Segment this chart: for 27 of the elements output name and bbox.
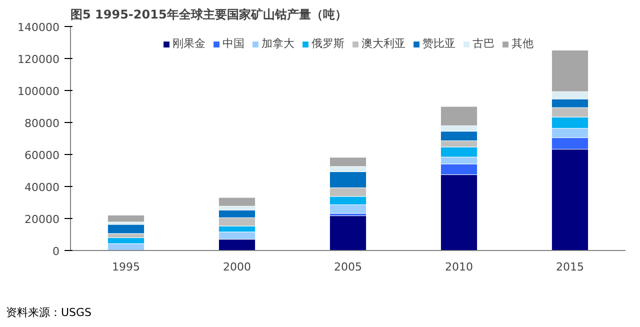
x-tick-label: 2015 bbox=[556, 260, 584, 274]
legend-label: 其他 bbox=[512, 36, 534, 51]
legend-label: 俄罗斯 bbox=[312, 36, 344, 51]
bar bbox=[107, 224, 145, 234]
bar bbox=[329, 216, 367, 250]
y-tick-label: 0 bbox=[52, 245, 60, 258]
x-tick-label: 2010 bbox=[445, 260, 474, 274]
legend-label: 赞比亚 bbox=[422, 36, 456, 51]
legend-label: 中国 bbox=[222, 36, 244, 51]
y-tick-label: 60000 bbox=[24, 149, 60, 162]
x-tick-label: 2005 bbox=[334, 260, 362, 274]
legend-label: 加拿大 bbox=[262, 36, 294, 51]
y-tick-label: 40000 bbox=[24, 181, 60, 194]
bar bbox=[218, 197, 256, 206]
y-tick-label: 120000 bbox=[18, 53, 60, 66]
y-tick-label: 140000 bbox=[18, 21, 60, 34]
y-tick-label: 80000 bbox=[24, 117, 60, 130]
x-tick-label: 2000 bbox=[223, 260, 252, 274]
legend-label: 古巴 bbox=[472, 36, 494, 51]
chart-title: 图5 1995-2015年全球主要国家矿山钴产量（吨） bbox=[70, 8, 347, 22]
legend-label: 澳大利亚 bbox=[362, 36, 406, 51]
bar bbox=[107, 214, 145, 222]
text: 资料来源：USGS bbox=[6, 305, 92, 321]
y-tick-label: 100000 bbox=[18, 85, 60, 98]
y-tick-label: 20000 bbox=[24, 213, 60, 226]
legend-label: 刚果金 bbox=[172, 36, 206, 51]
x-tick-label: 1995 bbox=[112, 260, 140, 274]
